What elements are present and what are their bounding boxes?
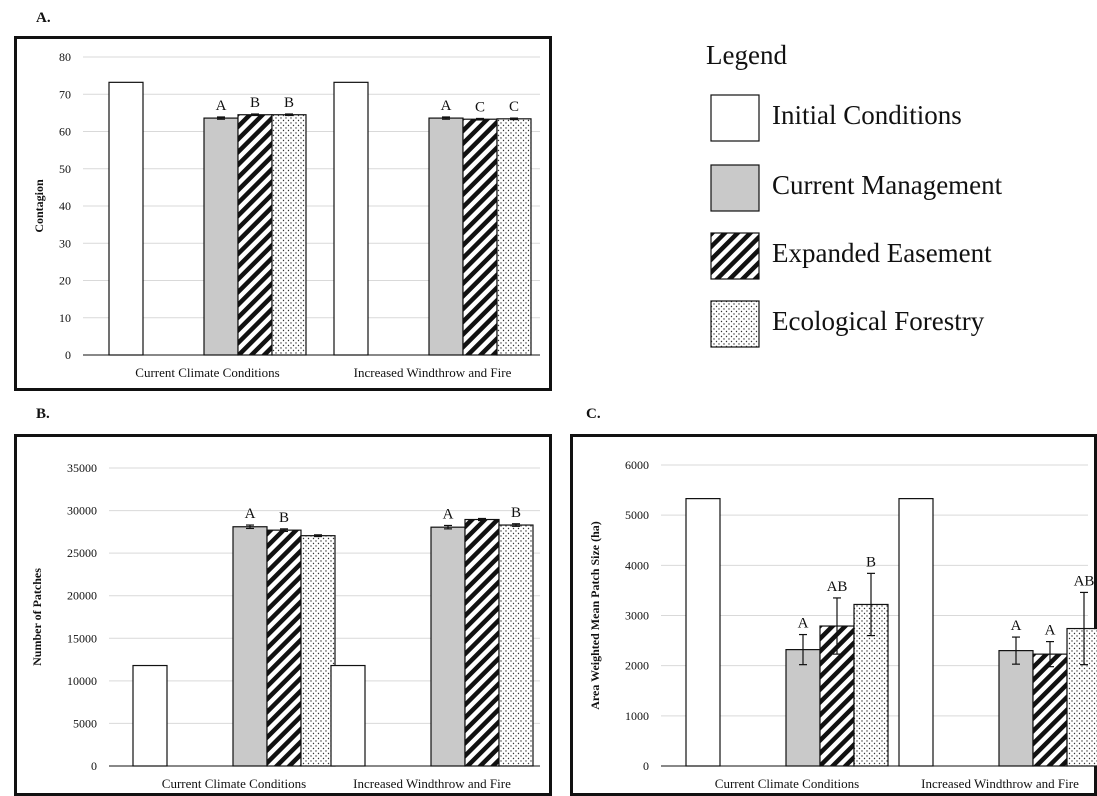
significance-label: B [511,505,521,521]
bar-expanded-easement [266,529,302,767]
y-tick-label: 50 [59,162,71,176]
y-tick-label: 35000 [67,461,97,475]
y-tick-label: 10 [59,311,71,325]
bar-current-management [430,526,466,767]
chart-panel-c: 0 1000 2000 3000 4000 5000 6000 Area Weighted M… [570,434,1097,796]
legend-swatch-hatch [710,232,760,280]
bar-ecological-forestry [1066,627,1097,767]
chart-c-svg: 0 1000 2000 3000 4000 5000 6000 Area Weighted M… [588,458,1097,791]
y-tick-label: 20 [59,274,71,288]
y-tick-label: 2000 [625,659,649,673]
bar-initial-conditions [685,498,721,767]
y-tick-label: 15000 [67,631,97,645]
legend-label: Initial Conditions [772,100,962,130]
legend-label: Current Management [772,170,1003,200]
x-category-label: Increased Windthrow and Fire [921,776,1079,791]
significance-label: B [250,95,260,111]
bar-expanded-easement [237,114,273,356]
y-axis-label: Contagion [32,179,46,233]
y-tick-label: 25000 [67,546,97,560]
y-tick-label: 10000 [67,674,97,688]
significance-label: C [475,99,485,115]
chart-a-svg: 0 10 20 30 40 50 60 70 80 Contagion A B B Current Cli… [32,50,540,380]
y-tick-label: 70 [59,87,71,101]
significance-label: AB [827,579,848,595]
chart-b-svg: 0 5000 10000 15000 20000 25000 30000 35000 Numbe… [30,461,540,791]
bar-expanded-easement [462,118,498,356]
y-tick-label: 4000 [625,558,649,572]
bar-current-management [232,526,268,767]
y-tick-label: 5000 [625,508,649,522]
x-category-label: Current Climate Conditions [135,365,279,380]
significance-label: AB [1074,573,1095,589]
panel-label-b: B. [36,406,50,422]
significance-label: A [441,98,452,114]
bar-current-management [428,117,464,356]
y-axis-label: Area Weighted Mean Patch Size (ha) [588,521,602,710]
y-tick-label: 0 [91,759,97,773]
y-tick-label: 6000 [625,458,649,472]
y-tick-label: 30 [59,236,71,250]
x-category-label: Increased Windthrow and Fire [354,365,512,380]
significance-label: A [1045,623,1056,639]
y-tick-label: 3000 [625,609,649,623]
bar-expanded-easement [1032,653,1068,767]
y-tick-label: 0 [643,759,649,773]
y-tick-label: 1000 [625,709,649,723]
bar-ecological-forestry [271,114,307,356]
bar-expanded-easement [464,518,500,767]
significance-label: B [866,554,876,570]
significance-label: A [1011,618,1022,634]
y-tick-label: 5000 [73,716,97,730]
y-tick-label: 80 [59,50,71,64]
y-tick-label: 40 [59,199,71,213]
x-category-label: Current Climate Conditions [715,776,859,791]
panel-label-c: C. [586,406,601,422]
bar-ecological-forestry [498,524,534,767]
legend-swatch-gray [710,164,760,212]
chart-panel-b: 0 5000 10000 15000 20000 25000 30000 35000 Numbe… [14,434,552,796]
panel-label-a: A. [36,10,51,26]
x-category-label: Increased Windthrow and Fire [353,776,511,791]
legend-title: Legend [706,40,787,70]
y-tick-label: 0 [65,348,71,362]
significance-label: C [509,99,519,115]
significance-label: A [216,98,227,114]
bar-ecological-forestry [496,118,532,356]
y-tick-label: 60 [59,125,71,139]
bar-current-management [785,649,821,767]
y-axis-label: Number of Patches [30,568,44,666]
bar-initial-conditions [333,81,369,356]
legend-swatch-dots [710,300,760,348]
legend-swatch-white [710,94,760,142]
legend: Legend Initial Conditions Current Manage… [706,40,1076,360]
y-tick-label: 20000 [67,589,97,603]
significance-label: B [279,510,289,526]
bar-initial-conditions [898,498,934,767]
significance-label: A [245,506,256,522]
significance-label: B [284,95,294,111]
bar-current-management [998,650,1034,767]
x-category-label: Current Climate Conditions [162,776,306,791]
legend-label: Ecological Forestry [772,306,985,336]
bar-initial-conditions [330,664,366,767]
bar-ecological-forestry [300,535,336,767]
chart-panel-a: 0 10 20 30 40 50 60 70 80 Contagion A B B Current Cli… [14,36,552,391]
bar-current-management [203,117,239,356]
significance-label: A [798,616,809,632]
y-tick-label: 30000 [67,504,97,518]
bar-initial-conditions [108,81,144,356]
significance-label: A [443,506,454,522]
legend-label: Expanded Easement [772,238,992,268]
bar-initial-conditions [132,664,168,767]
